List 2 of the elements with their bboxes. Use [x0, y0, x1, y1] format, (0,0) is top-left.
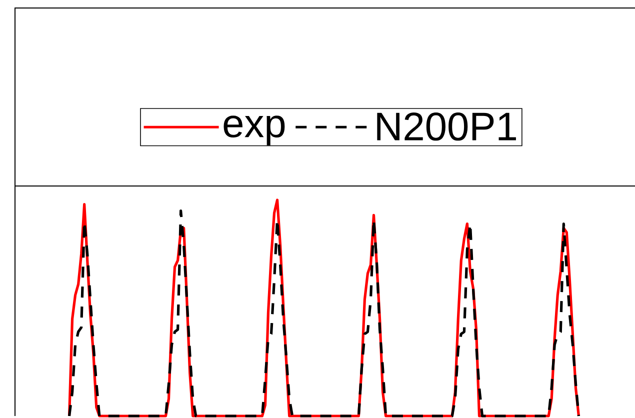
- legend-label: exp: [224, 116, 285, 146]
- legend-label: N200P1: [377, 112, 516, 141]
